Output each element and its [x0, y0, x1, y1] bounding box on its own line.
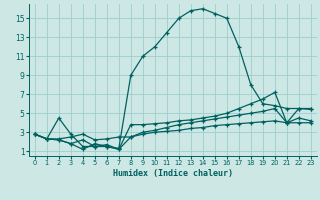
X-axis label: Humidex (Indice chaleur): Humidex (Indice chaleur)	[113, 169, 233, 178]
